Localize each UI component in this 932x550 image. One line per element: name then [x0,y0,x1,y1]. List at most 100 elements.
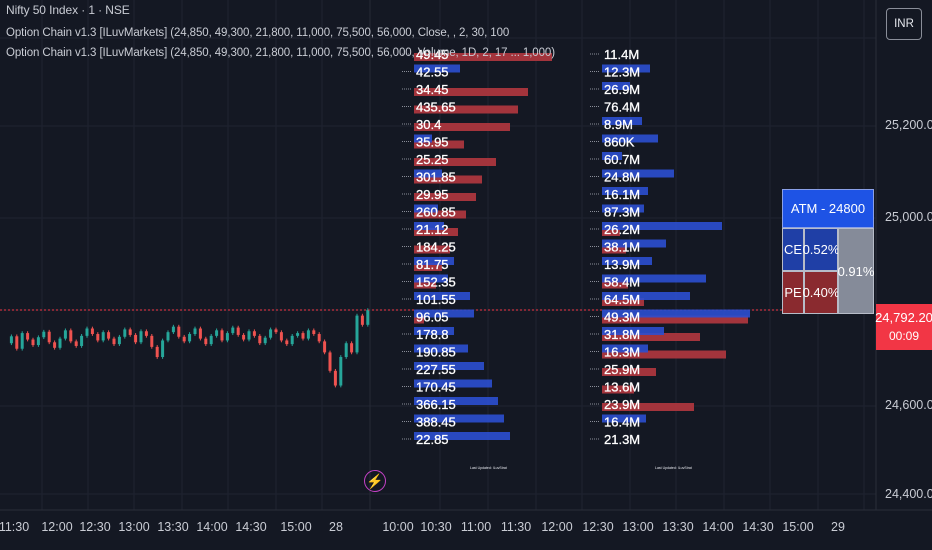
put-oi-bar [414,140,464,149]
net-value: 0.91% [838,228,874,314]
premium-label: 29.95 [416,187,449,202]
premium-label: 96.05 [416,310,449,325]
candle [225,333,229,341]
candle [247,331,251,340]
lightning-icon[interactable]: ⚡ [364,470,386,492]
volume-label: 64.5M [604,292,640,307]
candle [333,370,337,386]
volume-label: 8.9M [604,117,633,132]
put-oi-bar [414,210,466,219]
atm-title: ATM - 24800 [782,189,874,228]
put-oi-bar [414,280,436,289]
x-tick-label: 13:00 [118,520,150,534]
candle [74,341,78,346]
volume-label: 26.2M [604,222,640,237]
call-oi-bar [414,432,510,440]
x-tick-label: 11:30 [0,520,30,534]
call-volume-bar [602,414,646,423]
x-tick-label: 15:00 [782,520,814,534]
call-volume-bar [602,117,642,125]
candle [69,330,73,342]
call-oi-bar [414,379,492,388]
call-oi-bar [414,309,474,318]
put-volume-bar [602,245,626,254]
x-tick-label: 12:00 [41,520,73,534]
volume-label: 76.4M [604,100,640,115]
call-volume-bar [602,187,648,195]
pe-value: 0.40% [803,271,839,314]
premium-label: 81.75 [416,257,449,272]
candle [80,335,84,346]
indicator-legend-close[interactable]: Option Chain v1.3 [ILuvMarkets] (24,850,… [6,27,510,39]
currency-button[interactable]: INR [886,8,922,40]
candle [263,337,267,344]
candle [296,333,300,336]
candle [231,327,235,334]
y-tick-label: 24,400.00 [885,487,932,501]
call-volume-bar [602,82,630,90]
candle [90,328,94,335]
put-oi-bar [414,245,450,254]
y-tick-label: 25,000.00 [885,210,932,224]
volume-label: 24.8M [604,170,640,185]
call-volume-bar [602,204,644,213]
candle [96,334,100,341]
bar-countdown: 00:09 [888,329,920,343]
candle [144,331,148,336]
premium-label: 178.8 [416,327,449,342]
candle [204,338,208,345]
volume-label: 25.9M [604,362,640,377]
y-tick-label: 25,200.00 [885,118,932,132]
call-oi-bar [414,222,444,230]
candle [198,328,202,339]
premium-label: 170.45 [416,380,456,395]
y-tick-label: 24,600.00 [885,398,932,412]
candle [112,338,116,345]
indicator-legend-volume[interactable]: Option Chain v1.3 [ILuvMarkets] (24,850,… [6,47,555,59]
call-volume-bar [602,344,648,353]
x-tick-label: 11:30 [500,520,532,534]
candle [274,329,278,333]
volume-label: 23.9M [604,397,640,412]
call-oi-bar [414,204,438,213]
premium-label: 22.85 [416,432,449,447]
premium-label: 34.45 [416,82,449,97]
call-volume-bar [602,327,664,335]
volume-label: 49.3M [604,310,640,325]
x-tick-label: 12:00 [541,520,573,534]
volume-label: 58.4M [604,275,640,290]
candle [328,352,332,371]
x-tick-label: 29 [831,520,845,534]
candle [285,340,289,345]
call-oi-bar [414,362,484,370]
candle [31,339,35,346]
premium-label: 184.25 [416,240,456,255]
candle [139,331,143,343]
premium-label: 388.45 [416,415,456,430]
candle [161,340,165,358]
volume-label: 60.7M [604,152,640,167]
x-tick-label: 12:30 [79,520,111,534]
volume-label: 13.6M [604,380,640,395]
candle [128,329,132,335]
call-oi-bar [414,257,454,265]
call-volume-bar [602,292,690,300]
put-oi-bar [414,175,482,184]
volume-label: 16.1M [604,187,640,202]
put-volume-bar [602,333,700,341]
x-tick-label: 13:00 [622,520,654,534]
premium-label: 42.55 [416,65,449,80]
symbol-title[interactable]: Nifty 50 Index · 1 · NSE [6,3,130,17]
candle [236,327,240,335]
candle [301,333,305,339]
candle [134,334,138,343]
candle [306,330,310,339]
candle [9,336,13,344]
call-volume-bar [602,64,650,73]
candle [188,334,192,342]
call-volume-bar [602,222,722,230]
premium-label: 301.85 [416,170,456,185]
candle [171,326,175,333]
candle [166,332,170,341]
